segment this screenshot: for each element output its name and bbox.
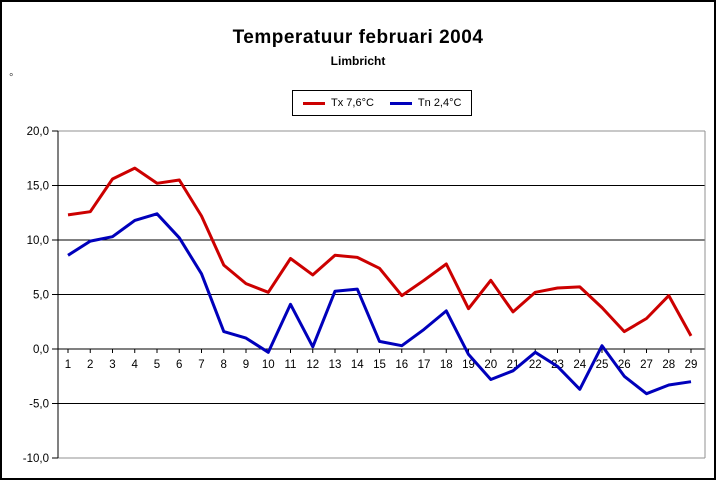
x-tick-label: 6 — [176, 359, 182, 371]
x-tick-label: 8 — [221, 359, 227, 371]
tn-line-swatch — [389, 101, 412, 105]
legend: Tx 7,6°C Tn 2,4°C — [292, 90, 473, 116]
x-tick-label: 15 — [373, 359, 386, 371]
x-tick-label: 28 — [662, 359, 675, 371]
legend-entry-tx: Tx 7,6°C — [303, 97, 374, 109]
y-tick-label: 0,0 — [33, 344, 49, 356]
y-tick-label: -10,0 — [23, 453, 49, 465]
x-tick-label: 9 — [243, 359, 249, 371]
x-tick-label: 18 — [440, 359, 453, 371]
x-tick-label: 4 — [132, 359, 139, 371]
y-tick-label: 20,0 — [27, 126, 49, 138]
y-axis-unit-mark: ° — [9, 72, 14, 84]
y-tick-label: 5,0 — [33, 290, 49, 302]
y-tick-label: -5,0 — [29, 399, 49, 411]
x-tick-label: 3 — [109, 359, 115, 371]
x-tick-label: 19 — [462, 359, 475, 371]
x-tick-label: 25 — [596, 359, 609, 371]
chart-title: Temperatuur februari 2004 — [232, 27, 484, 48]
x-tick-label: 5 — [154, 359, 160, 371]
tx-legend-label: Tx 7,6°C — [331, 97, 374, 109]
x-tick-label: 26 — [618, 359, 631, 371]
tn-legend-label: Tn 2,4°C — [417, 97, 462, 109]
chart-subtitle: Limbricht — [330, 54, 386, 68]
y-tick-label: 10,0 — [27, 235, 49, 247]
x-tick-label: 16 — [395, 359, 408, 371]
legend-entry-tn: Tn 2,4°C — [389, 97, 462, 109]
x-tick-label: 24 — [573, 359, 586, 371]
x-tick-label: 22 — [529, 359, 542, 371]
x-tick-label: 27 — [640, 359, 653, 371]
tx-line — [67, 166, 693, 337]
tx-line-swatch — [303, 101, 325, 105]
x-tick-label: 29 — [685, 359, 698, 371]
x-tick-label: 17 — [418, 359, 431, 371]
x-tick-label: 7 — [198, 359, 204, 371]
x-tick-label: 11 — [285, 359, 297, 371]
x-tick-label: 1 — [65, 359, 71, 371]
x-tick-label: 12 — [306, 359, 319, 371]
x-tick-label: 2 — [87, 359, 93, 371]
x-tick-label: 14 — [351, 359, 364, 371]
y-tick-label: 15,0 — [27, 181, 49, 193]
x-tick-label: 20 — [484, 359, 497, 371]
x-tick-label: 13 — [329, 359, 342, 371]
x-tick-label: 10 — [262, 359, 275, 371]
tn-line — [67, 212, 692, 396]
